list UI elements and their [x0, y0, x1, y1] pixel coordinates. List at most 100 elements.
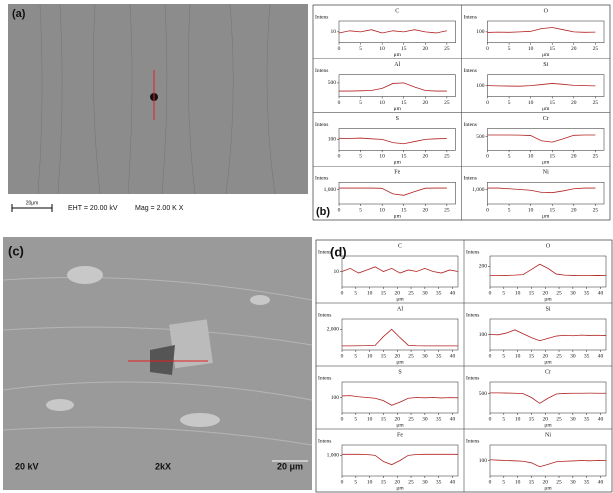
x-tick-label: 30: [422, 290, 428, 296]
x-tick-label: 25: [556, 353, 562, 359]
x-axis-label: μm: [542, 52, 550, 58]
x-tick-label: 40: [598, 416, 604, 422]
x-axis-label: μm: [394, 160, 402, 166]
x-tick-label: 30: [570, 290, 576, 296]
chart-title: Al: [394, 62, 400, 68]
x-axis-label: μm: [544, 296, 552, 302]
x-tick-label: 40: [598, 479, 604, 485]
x-tick-label: 15: [529, 416, 535, 422]
x-tick-label: 0: [489, 290, 492, 296]
y-tick-label: 500: [479, 391, 488, 397]
x-axis-label: μm: [542, 160, 550, 166]
x-tick-label: 35: [436, 353, 442, 359]
x-tick-label: 5: [508, 207, 511, 213]
sem-image-c: 20 kV 2kX 20 μm (c): [3, 237, 312, 490]
x-tick-label: 25: [408, 353, 414, 359]
x-tick-label: 15: [401, 46, 407, 52]
chart-title: Al: [397, 306, 403, 312]
x-tick-label: 0: [338, 100, 341, 106]
x-tick-label: 25: [444, 154, 450, 160]
figure: 20μm EHT = 20.00 kV Mag = 2.00 K X (a) 2…: [0, 0, 613, 493]
x-tick-label: 5: [359, 207, 362, 213]
x-tick-label: 0: [489, 479, 492, 485]
x-tick-label: 25: [593, 154, 599, 160]
x-tick-label: 25: [408, 290, 414, 296]
chart-title: S: [398, 369, 401, 375]
x-tick-label: 0: [486, 154, 489, 160]
x-tick-label: 10: [528, 154, 534, 160]
x-tick-label: 0: [341, 353, 344, 359]
x-axis-label: μm: [542, 213, 550, 219]
x-tick-label: 35: [436, 416, 442, 422]
x-tick-label: 10: [515, 416, 521, 422]
voltage-label: 20 kV: [15, 461, 39, 471]
x-tick-label: 30: [570, 353, 576, 359]
x-tick-label: 15: [529, 290, 535, 296]
x-tick-label: 10: [379, 46, 385, 52]
y-tick-label: 100: [476, 29, 485, 35]
x-tick-label: 10: [515, 479, 521, 485]
x-tick-label: 35: [584, 353, 590, 359]
y-axis-label: Intens: [315, 122, 328, 128]
x-tick-label: 10: [367, 290, 373, 296]
x-tick-label: 25: [593, 100, 599, 106]
x-tick-label: 0: [486, 207, 489, 213]
x-axis-label: μm: [394, 106, 402, 112]
x-tick-label: 30: [422, 479, 428, 485]
x-tick-label: 35: [584, 416, 590, 422]
x-tick-label: 20: [571, 207, 577, 213]
x-tick-label: 15: [381, 353, 387, 359]
y-tick-label: 10: [331, 29, 337, 35]
x-axis-label: μm: [396, 296, 404, 302]
x-tick-label: 0: [489, 416, 492, 422]
y-axis-label: Intens: [318, 375, 331, 381]
x-tick-label: 5: [502, 479, 505, 485]
chart-title: O: [546, 243, 551, 249]
chart-title: C: [395, 8, 399, 14]
x-tick-label: 15: [401, 100, 407, 106]
scale-label: 20 μm: [277, 461, 303, 471]
chart-title: Si: [545, 306, 550, 312]
x-tick-label: 5: [354, 416, 357, 422]
x-tick-label: 25: [408, 416, 414, 422]
y-axis-label: Intens: [318, 312, 331, 318]
y-tick-label: 100: [328, 137, 337, 143]
x-tick-label: 30: [422, 353, 428, 359]
x-tick-label: 5: [502, 290, 505, 296]
x-tick-label: 30: [422, 416, 428, 422]
x-tick-label: 5: [354, 479, 357, 485]
mag-label: Mag = 2.00 K X: [135, 205, 184, 212]
y-tick-label: 1,000: [324, 187, 337, 193]
y-axis-label: Intens: [466, 312, 479, 318]
x-axis-label: μm: [394, 213, 402, 219]
x-tick-label: 40: [450, 416, 456, 422]
x-tick-label: 0: [338, 46, 341, 52]
x-tick-label: 0: [341, 290, 344, 296]
x-tick-label: 5: [354, 290, 357, 296]
y-tick-label: 100: [479, 332, 488, 338]
y-axis-label: Intens: [464, 68, 477, 74]
chart-title: C: [398, 243, 402, 249]
x-tick-label: 5: [502, 416, 505, 422]
x-tick-label: 35: [436, 290, 442, 296]
scale-label: 20μm: [26, 200, 39, 206]
x-tick-label: 10: [528, 207, 534, 213]
x-tick-label: 20: [423, 100, 429, 106]
x-tick-label: 5: [502, 353, 505, 359]
x-tick-label: 20: [423, 46, 429, 52]
x-tick-label: 20: [423, 207, 429, 213]
chart-title: Cr: [545, 369, 551, 375]
y-tick-label: 500: [328, 80, 337, 86]
x-axis-label: μm: [396, 422, 404, 428]
panel-label: (d): [330, 244, 347, 259]
y-axis-label: Intens: [466, 438, 479, 444]
x-tick-label: 10: [379, 100, 385, 106]
chart-title: Ni: [543, 170, 549, 176]
x-tick-label: 15: [549, 100, 555, 106]
page: {"panels": { "a": {"label": "(a)", "eht"…: [0, 0, 613, 493]
panel-label: (c): [8, 243, 24, 258]
chart-title: O: [544, 8, 549, 14]
x-tick-label: 10: [367, 479, 373, 485]
eht-label: EHT = 20.00 kV: [68, 205, 118, 212]
x-tick-label: 20: [571, 100, 577, 106]
